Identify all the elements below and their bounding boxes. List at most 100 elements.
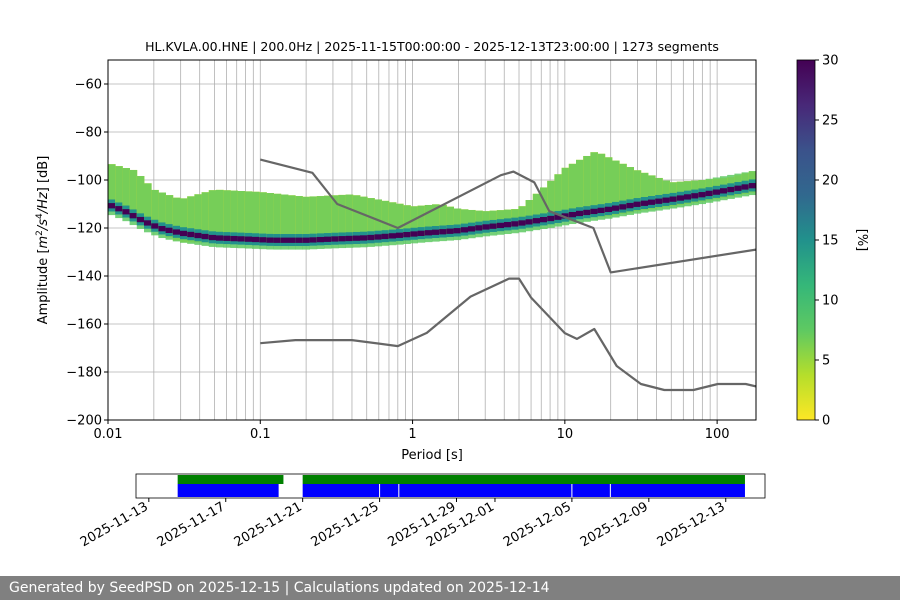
density-mid-cell	[568, 163, 577, 225]
x-axis-label: Period [s]	[401, 448, 463, 463]
density-peak-cell	[410, 231, 418, 237]
footer: Generated by SeedPSD on 2025-12-15 | Cal…	[0, 576, 900, 600]
density-peak-cell	[489, 223, 498, 229]
x-axis-ticks: 0.01 0.1 1 10 100	[94, 420, 730, 442]
density-mid-cell	[158, 192, 166, 239]
density-peak-cell	[403, 231, 411, 238]
density-mid-cell	[424, 204, 433, 243]
x-tick-label: 1	[408, 427, 416, 442]
density-mid-cell	[338, 194, 346, 249]
density-peak-cell	[158, 226, 166, 232]
timeline-tick-label: 2025-12-13	[655, 499, 728, 550]
density-mid-cell	[360, 196, 368, 248]
timeline-ticks: 2025-11-13 2025-11-17 2025-11-21 2025-11-25…	[78, 498, 728, 550]
density-peak-cell	[691, 193, 699, 199]
density-peak-cell	[122, 209, 130, 215]
density-peak-cell	[180, 230, 188, 237]
density-peak-cell	[640, 200, 649, 206]
density-mid-cell	[172, 197, 181, 242]
density-mid-cell	[612, 160, 620, 218]
timeline-tick-label: 2025-11-21	[232, 499, 305, 550]
y-tick-label: −200	[66, 414, 102, 429]
density-mid-cell	[316, 196, 325, 249]
density-peak-cell	[734, 185, 742, 191]
density-mid-cell	[561, 167, 570, 226]
density-peak-cell	[748, 183, 756, 189]
density-peak-cell	[619, 204, 627, 210]
density-mid-cell	[597, 153, 606, 220]
density-mid-cell	[547, 180, 555, 228]
density-peak-cell	[432, 229, 440, 235]
density-mid-cell	[108, 164, 116, 216]
y-axis-label-unit-b: /s	[36, 219, 51, 231]
density-mid-cell	[252, 191, 260, 249]
density-peak-cell	[345, 235, 354, 242]
density-mid-cell	[129, 169, 138, 226]
density-peak-cell	[626, 202, 634, 209]
density-peak-cell	[547, 215, 555, 222]
density-mid-cell	[331, 195, 339, 249]
y-tick-label: −180	[66, 366, 102, 381]
density-mid-cell	[439, 204, 447, 242]
y-axis-label-unit-c: /Hz	[36, 191, 51, 214]
density-peak-cell	[324, 236, 332, 242]
density-mid-cell	[187, 196, 195, 244]
density-mid-cell	[230, 190, 238, 248]
timeline-tick-label: 2025-11-13	[78, 499, 151, 550]
noise-models	[260, 158, 756, 392]
y-tick-label: −80	[75, 126, 102, 141]
density-mid-cell	[324, 195, 332, 249]
density-peak-cell	[712, 189, 721, 195]
density-mid-cell	[410, 206, 418, 244]
y-tick-label: −140	[66, 270, 102, 285]
colorbar-tick-label: 15	[822, 234, 839, 249]
density-peak-cell	[273, 237, 282, 243]
density-mid-cell	[216, 189, 224, 248]
density-mid-cell	[309, 196, 318, 250]
density-peak-cell	[108, 203, 116, 209]
colorbar-tick-label: 0	[822, 414, 830, 429]
colorbar-tick-label: 10	[822, 294, 839, 309]
density-peak-cell	[475, 225, 483, 231]
density-mid-cell	[302, 196, 310, 250]
density-mid-cell	[244, 191, 253, 249]
psd-density-heatmap	[108, 152, 756, 250]
y-tick-label: −160	[66, 318, 102, 333]
density-peak-cell	[633, 201, 642, 207]
timeline-bars	[177, 475, 745, 497]
density-peak-cell	[352, 235, 361, 241]
y-axis-label-unit-a: m	[36, 236, 51, 249]
density-peak-cell	[367, 234, 375, 241]
nlnm-curve	[260, 277, 756, 392]
density-peak-cell	[540, 217, 548, 223]
density-mid-cell	[136, 176, 145, 229]
density-peak-cell	[201, 233, 210, 240]
colorbar-tick-label: 5	[822, 354, 830, 369]
density-peak-cell	[115, 206, 123, 212]
density-peak-cell	[295, 237, 303, 243]
density-peak-cell	[216, 235, 224, 241]
colorbar-tick-label: 30	[822, 54, 839, 69]
x-tick-label: 10	[557, 427, 574, 442]
colorbar: 0 5 10 15 20 25 30 [%]	[796, 54, 869, 429]
density-mid-cell	[590, 152, 598, 221]
density-mid-cell	[554, 174, 562, 227]
y-axis-ticks: −60 −80 −100 −120 −140 −160 −180 −200	[66, 78, 108, 429]
density-peak-cell	[511, 221, 519, 227]
density-mid-cell	[115, 166, 123, 219]
density-peak-cell	[648, 199, 656, 205]
density-peak-cell	[259, 237, 267, 243]
density-peak-cell	[496, 222, 505, 229]
psd-availability-bar	[177, 484, 279, 497]
density-peak-cell	[374, 234, 382, 240]
density-peak-cell	[460, 227, 469, 233]
density-peak-cell	[504, 222, 512, 228]
density-peak-cell	[172, 229, 181, 235]
y-axis-label-prefix: Amplitude [	[36, 248, 51, 324]
density-peak-cell	[583, 209, 591, 216]
density-mid-cell	[388, 202, 397, 246]
colorbar-ticks: 0 5 10 15 20 25 30	[815, 54, 839, 429]
density-peak-cell	[309, 237, 318, 243]
density-peak-cell	[684, 194, 692, 200]
density-peak-cell	[561, 213, 570, 219]
